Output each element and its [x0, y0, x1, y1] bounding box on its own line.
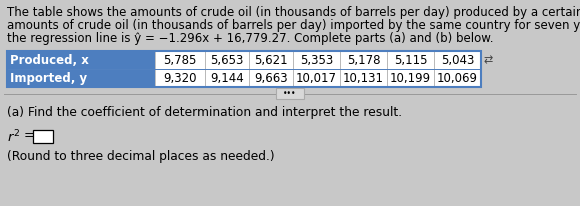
Bar: [249, 69, 293, 87]
Text: =: =: [24, 129, 35, 142]
Bar: [293, 51, 340, 69]
Text: 10,017: 10,017: [296, 71, 337, 84]
Text: 10,069: 10,069: [437, 71, 478, 84]
Bar: [7, 51, 481, 87]
Text: 9,144: 9,144: [210, 71, 244, 84]
Bar: [33, 130, 53, 143]
Bar: [276, 88, 304, 98]
Bar: [155, 69, 205, 87]
Text: •••: •••: [283, 89, 297, 97]
Text: 5,653: 5,653: [211, 54, 244, 67]
Text: 10,199: 10,199: [390, 71, 431, 84]
Bar: [155, 51, 205, 69]
Text: 5,115: 5,115: [394, 54, 427, 67]
Text: $r^2$: $r^2$: [7, 129, 20, 146]
Bar: [293, 69, 340, 87]
Text: Imported, y: Imported, y: [10, 71, 87, 84]
Text: (a) Find the coefficient of determination and interpret the result.: (a) Find the coefficient of determinatio…: [7, 106, 402, 119]
Bar: [7, 69, 155, 87]
Text: 10,131: 10,131: [343, 71, 384, 84]
Text: 5,353: 5,353: [300, 54, 333, 67]
Text: (Round to three decimal places as needed.): (Round to three decimal places as needed…: [7, 150, 274, 163]
Bar: [434, 69, 481, 87]
Text: ⇄: ⇄: [484, 55, 494, 65]
Text: 5,043: 5,043: [441, 54, 474, 67]
Bar: [387, 51, 434, 69]
Bar: [340, 51, 387, 69]
Text: amounts of crude oil (in thousands of barrels per day) imported by the same coun: amounts of crude oil (in thousands of ba…: [7, 19, 580, 32]
Bar: [340, 69, 387, 87]
Text: Produced, x: Produced, x: [10, 54, 89, 67]
Text: The table shows the amounts of crude oil (in thousands of barrels per day) produ: The table shows the amounts of crude oil…: [7, 6, 580, 19]
Text: the regression line is ŷ = −1.296x + 16,779.27. Complete parts (a) and (b) below: the regression line is ŷ = −1.296x + 16,…: [7, 32, 494, 45]
Text: 5,785: 5,785: [164, 54, 197, 67]
Bar: [434, 51, 481, 69]
Text: 5,178: 5,178: [347, 54, 380, 67]
Bar: [7, 51, 155, 69]
Text: 5,621: 5,621: [254, 54, 288, 67]
Text: 9,663: 9,663: [254, 71, 288, 84]
Bar: [205, 51, 249, 69]
Bar: [387, 69, 434, 87]
Text: 9,320: 9,320: [163, 71, 197, 84]
Bar: [249, 51, 293, 69]
Bar: [205, 69, 249, 87]
